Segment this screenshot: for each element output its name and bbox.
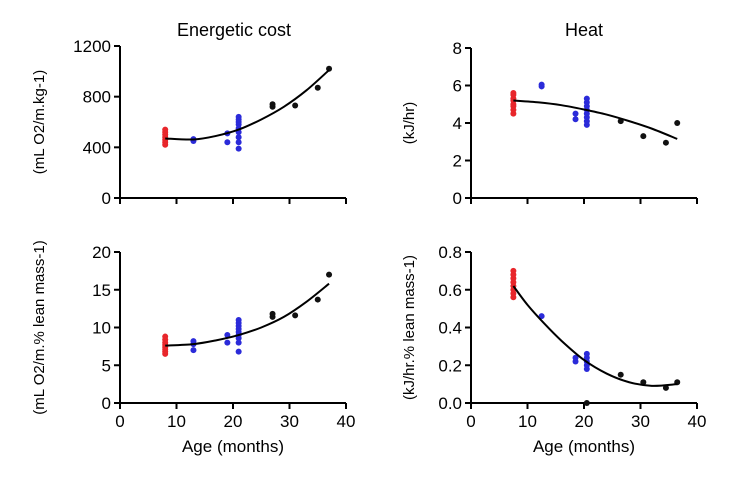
chart-title: Energetic cost [177,20,291,40]
x-tick-label: 10 [518,412,537,431]
fit-curve [513,99,678,140]
y-tick-label: 0 [102,394,111,413]
data-point [235,145,242,152]
data-point [224,139,231,146]
data-point [292,102,299,109]
data-point [235,139,242,146]
y-tick-label: 20 [92,243,111,262]
data-point [583,95,590,102]
fit-curve [165,69,330,141]
data-point [235,113,242,120]
x-tick-label: 10 [167,412,186,431]
data-point [190,338,197,345]
data-point [662,384,669,391]
data-point [640,379,647,386]
y-axis-label: (kJ/hr) [401,102,418,145]
x-axis-label: Age (months) [182,437,284,456]
x-tick-label: 0 [466,412,475,431]
y-tick-label: 0.2 [438,356,462,375]
data-point [583,350,590,357]
data-point [235,339,242,346]
y-tick-label: 5 [102,356,111,375]
x-tick-label: 20 [575,412,594,431]
data-point [292,312,299,319]
y-tick-label: 0.0 [438,394,462,413]
y-axis-label: (kJ/hr.% lean mass-1) [401,255,418,400]
data-point [674,120,681,126]
y-tick-label: 0.8 [438,243,462,262]
panel-3: 0 5 10 15 20 0 10 20 30 40 Age (months) (mL O2/m.% … [31,240,355,456]
y-tick-label: 4 [453,114,462,133]
y-axis-label: (mL O2/m.kg-1) [31,70,48,174]
data-point [269,310,276,317]
fit-curve [512,285,678,387]
y-tick-label: 800 [83,88,111,107]
panel-2: Heat 0 2 4 6 8 (kJ/hr) [401,20,698,208]
data-point [269,101,276,108]
chart-title: Heat [565,20,603,40]
data-point [190,347,197,354]
data-point [538,81,545,88]
data-point [640,133,647,140]
data-point [235,316,242,323]
y-tick-label: 15 [92,281,111,300]
y-tick-label: 6 [453,77,462,96]
data-point [162,126,169,133]
data-point [662,139,669,146]
data-point [572,354,579,361]
data-point [583,400,590,406]
y-tick-label: 400 [83,138,111,157]
y-tick-label: 0.4 [438,319,462,338]
data-point [235,134,242,141]
data-point [617,371,624,378]
data-point [572,110,579,117]
data-point [572,116,579,123]
y-axis-label: (mL O2/m.% lean mass-1) [31,240,48,415]
y-tick-label: 8 [453,39,462,58]
y-tick-label: 1200 [73,37,111,56]
y-tick-label: 0 [102,189,111,208]
data-point [235,348,242,355]
fit-curve [165,282,330,347]
data-point [314,296,321,303]
x-axis-label: Age (months) [533,437,635,456]
data-point [510,90,517,96]
data-point [510,267,517,274]
data-point [224,339,231,346]
x-tick-label: 40 [688,412,707,431]
panel-1: Energetic cost 0 400 800 1200 (mL O2/m.kg-1) [31,20,347,208]
data-point [326,271,333,278]
y-tick-label: 10 [92,319,111,338]
x-tick-label: 20 [224,412,243,431]
y-tick-label: 0.6 [438,281,462,300]
x-tick-label: 30 [631,412,650,431]
panel-4: 0.0 0.2 0.4 0.6 0.8 0 10 20 30 40 Age (months) (kJ/… [401,243,706,456]
x-tick-label: 0 [115,412,124,431]
x-tick-label: 40 [337,412,356,431]
x-tick-label: 30 [280,412,299,431]
data-point [162,333,169,340]
y-tick-label: 2 [453,152,462,171]
data-point [314,84,321,91]
y-tick-label: 0 [453,189,462,208]
